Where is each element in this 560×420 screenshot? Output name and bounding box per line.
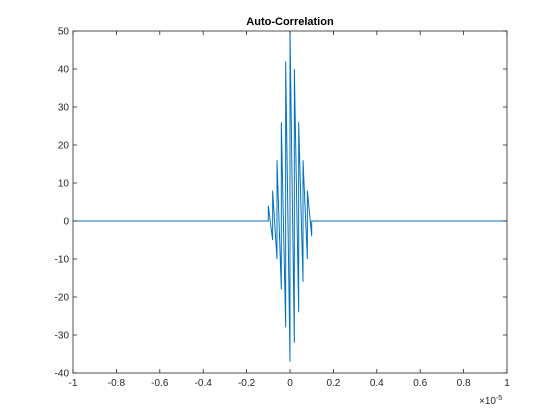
x-tick-label: -1 <box>69 378 78 389</box>
y-tick-label: 40 <box>58 65 70 76</box>
y-tick-label: -10 <box>55 255 70 266</box>
series-line <box>73 30 507 362</box>
x-exponent-power: -5 <box>496 395 502 402</box>
x-tick-label: 0.2 <box>326 378 340 389</box>
y-tick-label: 20 <box>58 141 70 152</box>
y-tick-label: -30 <box>55 331 70 342</box>
x-exponent-base: ×10 <box>479 396 496 407</box>
chart-title: Auto-Correlation <box>246 16 334 28</box>
y-tick-label: 30 <box>58 103 70 114</box>
x-tick-label: 0.4 <box>370 378 384 389</box>
x-tick-label: 1 <box>504 378 510 389</box>
x-tick-label: -0.6 <box>151 378 169 389</box>
x-tick-label: -0.2 <box>238 378 256 389</box>
x-tick-label: 0.6 <box>413 378 427 389</box>
series-layer <box>73 30 507 362</box>
x-tick-label: 0 <box>287 378 293 389</box>
ticks-layer: -1 -0.8 -0.6 -0.4 -0.2 0 0.2 0.4 0.6 0.8 1 -40 -30 -2… <box>55 27 511 390</box>
x-tick-label: -0.4 <box>195 378 213 389</box>
y-tick-label: -20 <box>55 293 70 304</box>
x-exponent-label: ×10-5 <box>479 395 502 407</box>
y-tick-label: 10 <box>58 179 70 190</box>
y-tick-label: 0 <box>63 217 69 228</box>
y-tick-label: -40 <box>55 369 70 380</box>
x-tick-label: 0.8 <box>457 378 471 389</box>
x-tick-label: -0.8 <box>108 378 126 389</box>
y-tick-label: 50 <box>58 27 70 38</box>
